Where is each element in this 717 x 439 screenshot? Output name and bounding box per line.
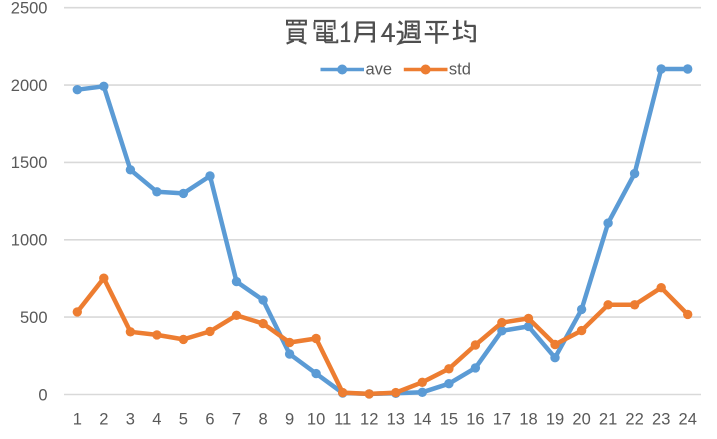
svg-text:22: 22 <box>625 411 643 429</box>
svg-text:15: 15 <box>440 411 458 429</box>
svg-text:9: 9 <box>285 411 294 429</box>
svg-text:6: 6 <box>205 411 214 429</box>
svg-text:1: 1 <box>73 411 82 429</box>
svg-text:2500: 2500 <box>11 0 48 18</box>
svg-text:3: 3 <box>126 411 135 429</box>
svg-text:16: 16 <box>466 411 484 429</box>
svg-text:24: 24 <box>679 411 697 429</box>
svg-text:19: 19 <box>546 411 564 429</box>
svg-text:5: 5 <box>179 411 188 429</box>
svg-text:0: 0 <box>38 386 47 404</box>
svg-text:1500: 1500 <box>11 154 48 172</box>
svg-text:11: 11 <box>334 411 351 429</box>
svg-text:17: 17 <box>493 411 511 429</box>
svg-text:std: std <box>449 61 471 79</box>
svg-text:8: 8 <box>259 411 268 429</box>
svg-text:21: 21 <box>599 411 617 429</box>
svg-text:4: 4 <box>152 411 161 429</box>
svg-text:13: 13 <box>387 411 405 429</box>
svg-text:10: 10 <box>307 411 325 429</box>
svg-text:7: 7 <box>232 411 241 429</box>
svg-text:20: 20 <box>572 411 590 429</box>
svg-text:ave: ave <box>366 61 393 79</box>
svg-text:14: 14 <box>413 411 431 429</box>
svg-text:500: 500 <box>20 309 48 327</box>
svg-text:18: 18 <box>519 411 537 429</box>
svg-text:2: 2 <box>99 411 108 429</box>
svg-text:23: 23 <box>652 411 670 429</box>
svg-text:2000: 2000 <box>11 77 48 95</box>
svg-text:12: 12 <box>360 411 378 429</box>
svg-text:1000: 1000 <box>11 232 48 250</box>
